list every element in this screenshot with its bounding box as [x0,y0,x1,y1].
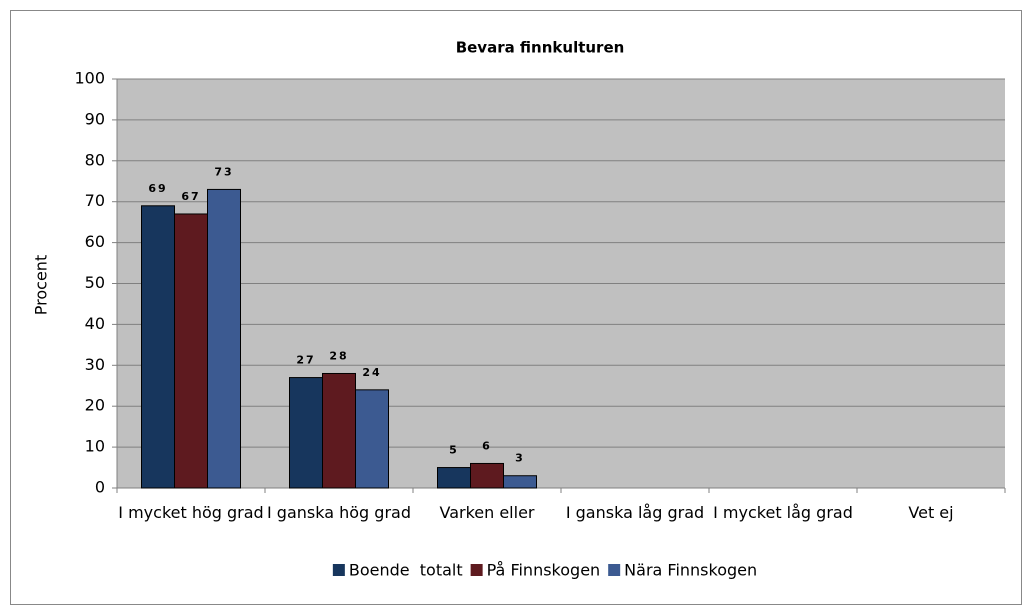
y-tick-label: 70 [85,191,105,210]
data-label: 69 [148,182,167,195]
legend-swatch [470,564,483,576]
bar [141,205,175,489]
bar [289,377,323,489]
bar [207,188,241,489]
x-tick-label: I mycket låg grad [713,503,853,522]
x-tick-label: Vet ej [908,503,954,522]
bar [503,475,537,489]
y-tick-label: 10 [85,437,105,456]
data-label: 67 [181,190,200,203]
y-tick-label: 100 [74,69,105,88]
legend-label: Boende totalt [349,561,463,580]
data-label: 28 [329,349,348,362]
data-label: 73 [214,165,233,178]
bar [355,389,389,489]
legend-swatch [608,564,621,576]
y-tick-label: 20 [85,396,105,415]
bar [322,372,356,489]
x-tick-label: I ganska låg grad [565,503,705,522]
bar [437,467,471,489]
y-tick-label: 40 [85,314,105,333]
legend-swatch [332,564,345,576]
data-label: 6 [482,439,492,452]
legend-label: På Finnskogen [487,561,601,580]
bar [470,462,504,489]
data-label: 5 [449,444,459,457]
y-tick-label: 0 [95,478,105,497]
chart-title: Bevara finnkulturen [456,39,625,57]
data-label: 3 [515,452,525,465]
data-label: 24 [362,366,381,379]
bar [174,213,208,489]
y-tick-label: 30 [85,355,105,374]
x-tick-label: I mycket hög grad [118,503,264,522]
y-axis-label: Procent [32,255,51,315]
x-tick-label: Varken eller [439,503,535,522]
x-tick-label: I ganska hög grad [267,503,411,522]
y-tick-label: 60 [85,232,105,251]
y-tick-label: 80 [85,150,105,169]
y-tick-label: 90 [85,109,105,128]
y-tick-label: 50 [85,273,105,292]
legend-label: Nära Finnskogen [624,561,757,580]
data-label: 27 [296,354,315,367]
